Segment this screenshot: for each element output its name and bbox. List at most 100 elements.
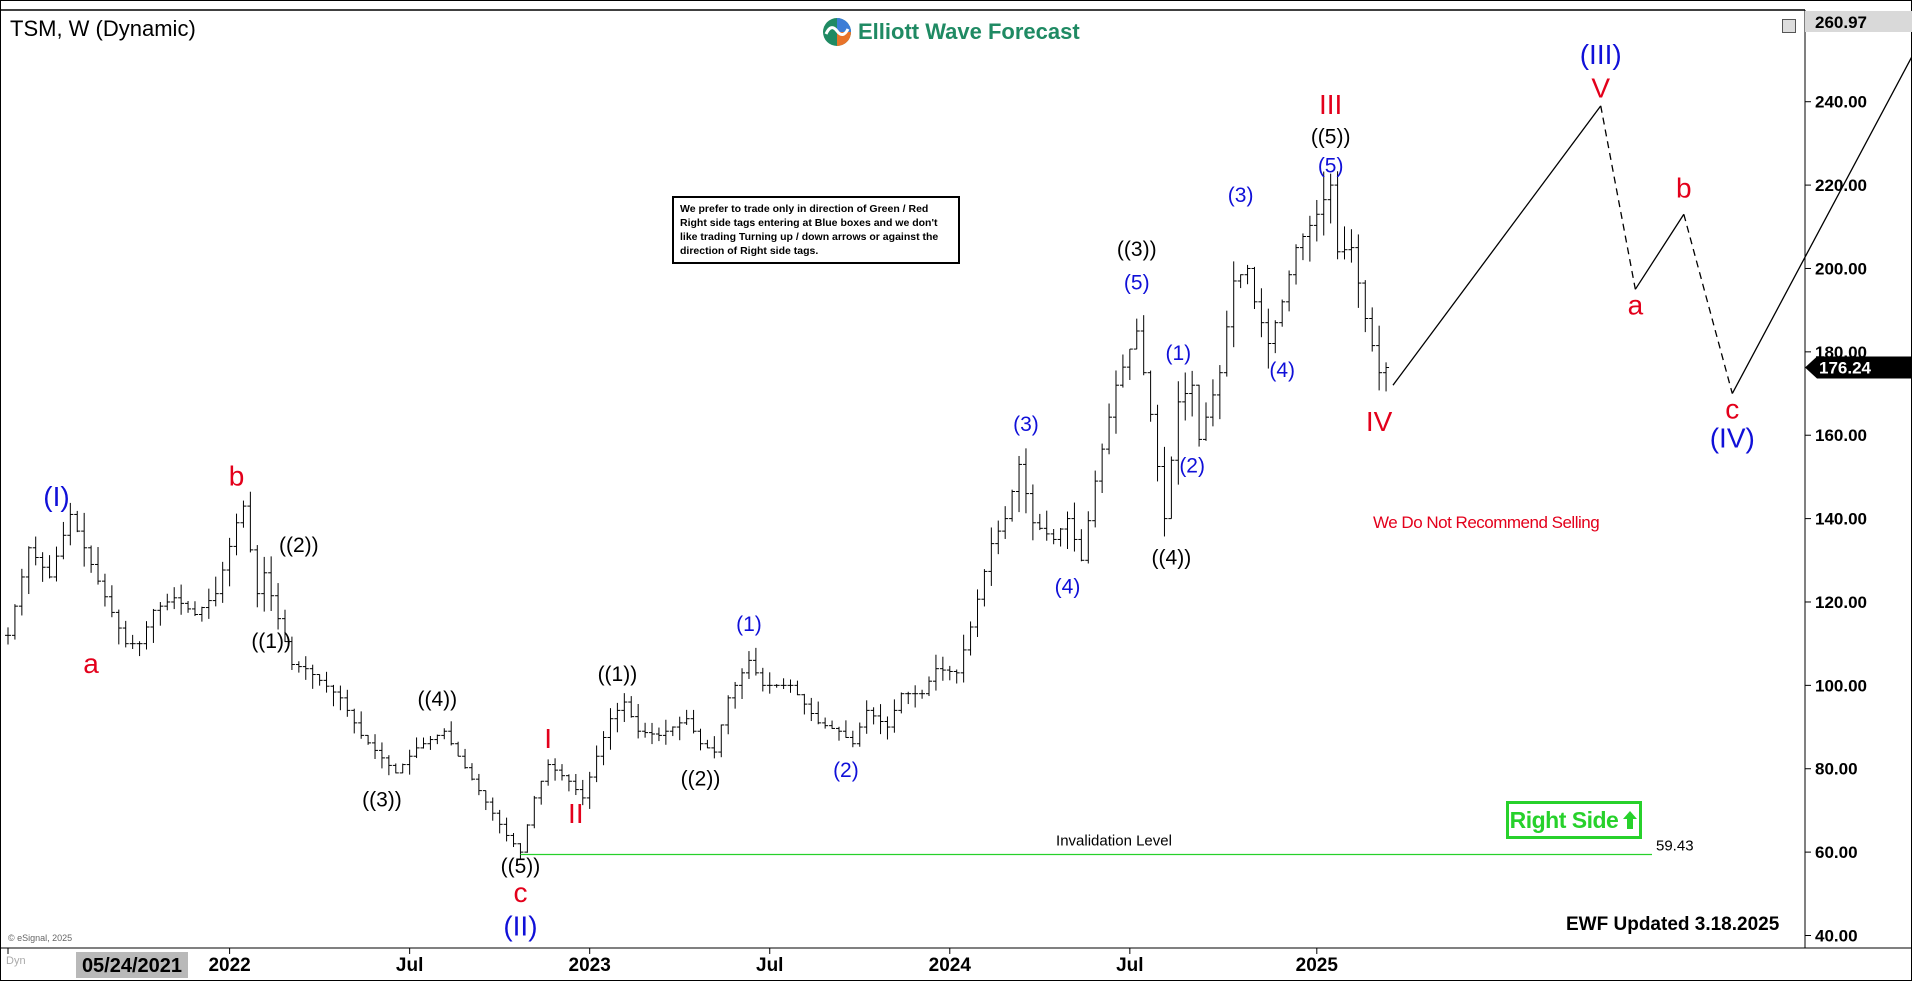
y-tick-label: 240.00 (1815, 93, 1867, 112)
wave-label: (1) (1165, 342, 1191, 365)
ohlc-bar (406, 749, 413, 775)
ohlc-bar (372, 734, 379, 759)
y-tick-label: 200.00 (1815, 259, 1867, 278)
ohlc-bar (912, 685, 919, 708)
ohlc-bar (718, 724, 725, 758)
wave-label: (IV) (1710, 423, 1755, 454)
ohlc-bar (1341, 226, 1348, 260)
ohlc-bar (884, 716, 891, 740)
ohlc-bar (1327, 173, 1334, 224)
wave-label: b (229, 460, 245, 491)
wave-label: (5) (1318, 155, 1344, 178)
ohlc-bar (593, 745, 600, 783)
projection-segment (1731, 55, 1912, 394)
ohlc-bar (378, 742, 385, 769)
ohlc-bar (1209, 379, 1216, 427)
ohlc-bar (448, 721, 455, 746)
ohlc-bar (309, 664, 316, 689)
ohlc-bar (1140, 315, 1147, 376)
ohlc-bar (205, 588, 212, 619)
y-tick-label: 160.00 (1815, 426, 1867, 445)
ohlc-bar (732, 681, 739, 709)
ohlc-bar (801, 693, 808, 715)
ohlc-bar (579, 779, 586, 806)
ohlc-bar (1182, 372, 1189, 421)
invalidation-label: Invalidation Level (1056, 832, 1172, 849)
ohlc-bar (212, 576, 219, 607)
ohlc-bar (32, 536, 39, 566)
ohlc-bar (1216, 365, 1223, 420)
ohlc-bar (385, 755, 392, 776)
ohlc-bar (226, 537, 233, 587)
ohlc-bar (981, 569, 988, 607)
y-tick-label: 120.00 (1815, 593, 1867, 612)
ohlc-bar (1071, 502, 1078, 552)
ohlc-bar (1203, 402, 1210, 441)
ohlc-bar (74, 510, 81, 533)
ohlc-bar (600, 731, 607, 766)
ohlc-bar (683, 709, 690, 725)
ohlc-bar (191, 601, 198, 617)
ohlc-bar (1272, 320, 1279, 354)
ohlc-bar (995, 520, 1002, 555)
ohlc-bar (891, 699, 898, 733)
wave-label: ((4)) (1152, 546, 1192, 569)
ohlc-bar (136, 641, 143, 657)
ohlc-bar (794, 680, 801, 696)
ohlc-bar (39, 552, 46, 582)
ohlc-bar (1196, 384, 1203, 447)
ohlc-bar (178, 584, 185, 615)
ohlc-bar (835, 726, 842, 741)
ohlc-bar (1175, 381, 1182, 485)
ohlc-bar (808, 697, 815, 722)
wave-label: ((5)) (501, 855, 541, 878)
ohlc-bar (607, 708, 614, 750)
wave-label: IV (1366, 406, 1393, 437)
ohlc-bar (171, 587, 178, 610)
ohlc-bar (1306, 215, 1313, 262)
ohlc-bar (1383, 362, 1390, 392)
ohlc-bar (150, 608, 157, 643)
wave-label: a (83, 648, 99, 679)
ohlc-bar (898, 692, 905, 714)
ohlc-bar (503, 817, 510, 842)
ohlc-bar (330, 684, 337, 707)
ohlc-bar (482, 790, 489, 811)
ohlc-bar (1085, 511, 1092, 564)
ohlc-bar (676, 716, 683, 741)
ohlc-bar (545, 759, 552, 786)
ohlc-bar (1029, 484, 1036, 541)
ohlc-bar (1251, 266, 1258, 310)
ohlc-bar (960, 634, 967, 683)
ohlc-bar (351, 708, 358, 734)
wave-label: (2) (1179, 455, 1205, 478)
ohlc-bar (524, 824, 531, 853)
ohlc-bar (164, 593, 171, 611)
y-tick-label: 100.00 (1815, 676, 1867, 695)
ohlc-bar (1161, 446, 1168, 537)
ohlc-bar (725, 695, 732, 735)
ohlc-bar (565, 774, 572, 792)
current-price-tag (1805, 356, 1912, 379)
ohlc-bar (766, 672, 773, 694)
y-tick-label: 140.00 (1815, 510, 1867, 529)
wave-label: I (544, 723, 552, 754)
wave-label: ((2)) (681, 767, 721, 790)
x-tick-label: 2024 (929, 955, 972, 976)
wave-label: c (513, 877, 527, 908)
ohlc-bar (1258, 288, 1265, 338)
ohlc-bar (496, 809, 503, 834)
ohlc-bar (1355, 234, 1362, 308)
ohlc-bar (67, 502, 74, 546)
ohlc-bar (115, 609, 122, 645)
y-tick-label: 60.00 (1815, 843, 1858, 862)
window-restore-icon[interactable] (1782, 19, 1796, 33)
ohlc-bar (143, 621, 150, 650)
wave-label: III (1319, 89, 1342, 120)
ohlc-bar (1313, 199, 1320, 242)
ohlc-bar (635, 703, 642, 739)
ohlc-bar (669, 726, 676, 737)
ewf-logo-icon (823, 18, 851, 46)
